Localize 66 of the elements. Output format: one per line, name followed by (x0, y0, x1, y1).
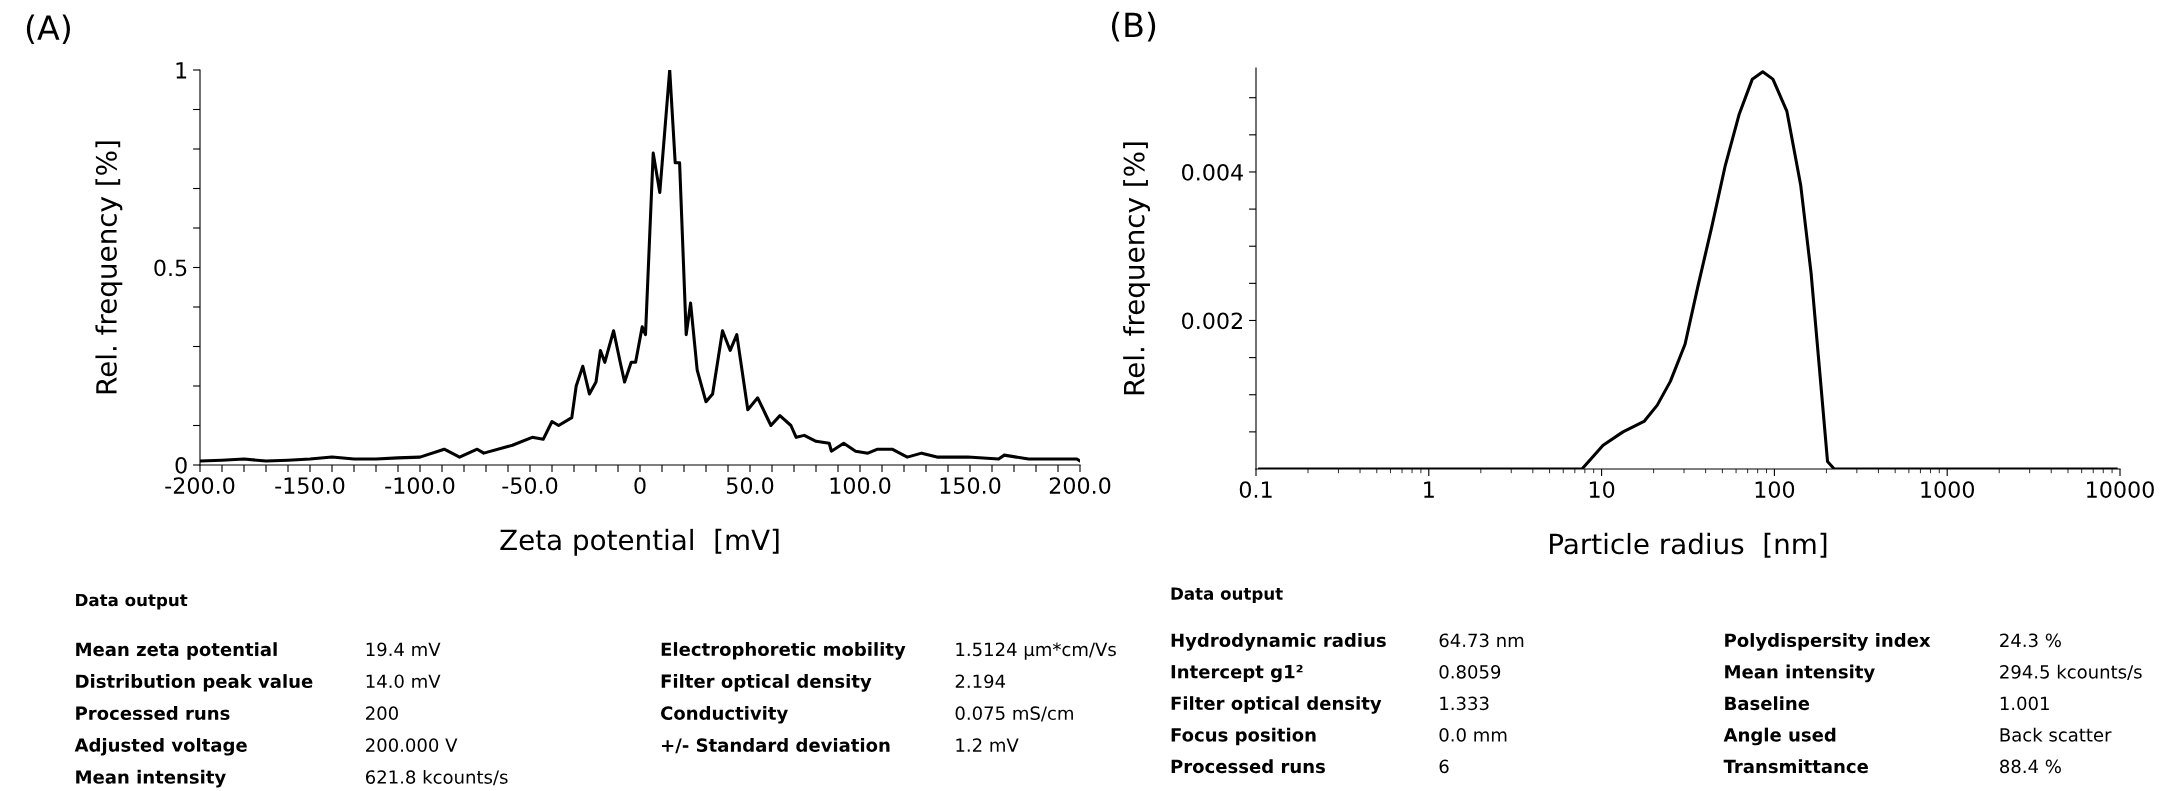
x-axis-title: Zeta potential [mV] (500, 528, 779, 556)
text: 14.0 mV (366, 674, 441, 689)
x-tick-label: 1000 (1921, 481, 1974, 499)
x-tick-label: 50.0 (726, 477, 774, 495)
text: Processed runs (76, 706, 230, 721)
y-tick-label: 1 (176, 62, 187, 79)
text: 1.2 mV (956, 738, 1019, 752)
text: Filter optical density (1171, 696, 1382, 714)
text: 1.333 (1440, 696, 1489, 711)
text: 1.5124 µm*cm/Vs (956, 642, 1116, 660)
text: Hydrodynamic radius (1171, 633, 1386, 651)
text: 64.73 nm (1439, 633, 1524, 648)
x-tick-label: 100 (1755, 481, 1795, 499)
x-tick-label: 0.1 (1239, 481, 1272, 499)
text: 200 (366, 706, 398, 721)
x-tick-label: 150.0 (940, 477, 1001, 495)
text: 0.075 mS/cm (955, 706, 1073, 722)
y-tick-label: 0.5 (154, 259, 187, 277)
text: 24.3 % (2000, 633, 2061, 648)
chart-title: (A) (26, 14, 70, 45)
text: Mean zeta potential (76, 642, 277, 660)
x-tick-label: -150.0 (275, 477, 345, 495)
text: 2.194 (955, 674, 1006, 689)
text: Processed runs (1171, 759, 1325, 774)
text: 621.8 kcounts/s (365, 769, 508, 786)
text: Polydispersity index (1725, 633, 1931, 651)
text: 0.0 mm (1439, 728, 1507, 742)
text: Electrophoretic mobility (661, 642, 906, 660)
text: 6 (1439, 759, 1449, 774)
text: Filter optical density (661, 674, 872, 692)
text: Data output (76, 593, 188, 610)
x-tick-label: 1 (1424, 481, 1434, 498)
text: 88.4 % (2000, 759, 2061, 774)
text: Angle used (1723, 727, 1836, 746)
text: 19.4 mV (366, 642, 441, 657)
y-axis-title: Rel. frequency [%] (1123, 142, 1151, 395)
x-tick-label: 200.0 (1049, 477, 1111, 495)
chart-title: (B) (1111, 11, 1156, 42)
x-tick-label: -100.0 (385, 477, 455, 495)
text: Conductivity (660, 705, 788, 724)
text: Intercept g1² (1171, 664, 1303, 683)
text: Mean intensity (76, 769, 226, 788)
text: +/- Standard deviation (661, 737, 890, 754)
x-tick-label: 10000 (2087, 481, 2154, 499)
text: Distribution peak value (76, 674, 313, 692)
text: Back scatter (2000, 727, 2112, 742)
text: Transmittance (1723, 759, 1868, 774)
text: Adjusted voltage (74, 737, 247, 756)
x-axis-title: Particle radius [nm] (1550, 532, 1827, 558)
x-tick-label: 0 (634, 477, 646, 495)
text: 294.5 kcounts/s (2000, 664, 2142, 681)
text: 200.000 V (366, 738, 458, 752)
text: Data output (1171, 587, 1283, 604)
text: 0.8059 (1439, 665, 1501, 679)
x-tick-label: 100.0 (830, 477, 891, 495)
x-tick-label: 10 (1589, 481, 1615, 499)
text: Baseline (1725, 696, 1810, 711)
y-tick-label: 0.004 (1182, 163, 1243, 181)
text: Focus position (1171, 727, 1316, 746)
text: 1.001 (2000, 696, 2049, 711)
text: Mean intensity (1725, 664, 1875, 683)
x-tick-label: -50.0 (502, 477, 558, 495)
y-tick-label: 0.002 (1182, 312, 1242, 330)
x-tick-label: -200.0 (165, 477, 235, 495)
y-axis-title: Rel. frequency [%] (95, 141, 123, 394)
y-tick-label: 0 (175, 456, 187, 474)
